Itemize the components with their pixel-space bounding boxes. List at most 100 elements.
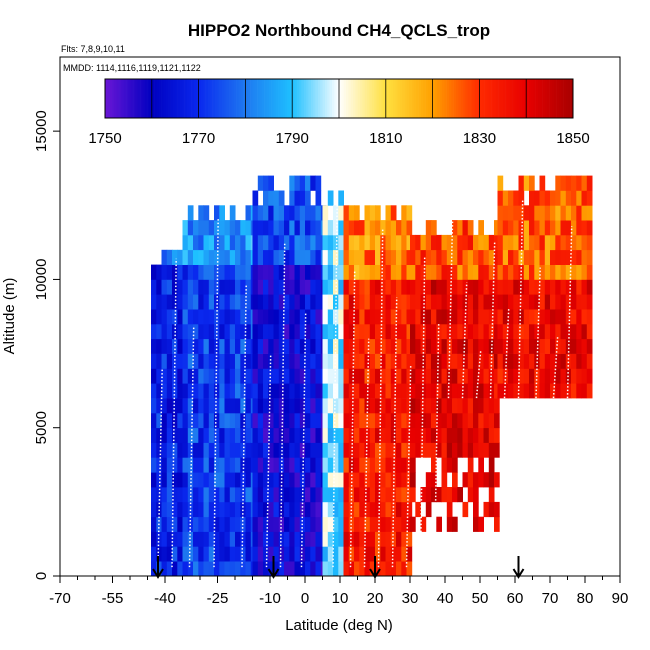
heatmap-cell [544, 234, 551, 251]
heatmap-cell [219, 546, 225, 562]
heatmap-cell [289, 220, 295, 236]
heatmap-cell [494, 279, 500, 295]
heatmap-cell [219, 249, 225, 265]
heatmap-cell [452, 516, 458, 532]
heatmap-cell [380, 220, 386, 236]
heatmap-cell [467, 279, 474, 295]
heatmap-cell [406, 234, 413, 251]
heatmap-cell [343, 383, 350, 399]
heatmap-cell [420, 368, 427, 384]
heatmap-cell [431, 383, 437, 399]
heatmap-cell [203, 561, 210, 577]
heatmap-cell [177, 501, 183, 518]
heatmap-cell [289, 353, 295, 369]
heatmap-cell [369, 220, 376, 236]
heatmap-cells [151, 175, 593, 577]
heatmap-cell [581, 234, 588, 251]
heatmap-cell [396, 249, 402, 265]
heatmap-cell [452, 264, 458, 280]
heatmap-cell [396, 398, 402, 414]
heatmap-cell [333, 412, 339, 429]
heatmap-cell [161, 368, 168, 384]
heatmap-cell [322, 220, 329, 236]
heatmap-cell [380, 531, 386, 547]
heatmap-cell [177, 472, 183, 488]
heatmap-cell [315, 546, 322, 562]
heatmap-cell [252, 487, 259, 503]
heatmap-cell [322, 323, 329, 340]
heatmap-cell [483, 338, 490, 354]
heatmap-cell [198, 205, 204, 221]
heatmap-cell [310, 442, 316, 458]
heatmap-cell [214, 353, 220, 369]
colorbar-segment [420, 79, 424, 118]
heatmap-cell [294, 516, 301, 532]
heatmap-cell [278, 487, 285, 503]
heatmap-cell [488, 234, 495, 251]
heatmap-cell [294, 205, 301, 221]
heatmap-cell [252, 190, 259, 206]
heatmap-cell [315, 264, 322, 280]
heatmap-cell [229, 501, 236, 518]
heatmap-cell [544, 220, 551, 236]
heatmap-cell [299, 323, 306, 340]
heatmap-cell [289, 309, 295, 325]
heatmap-cell [497, 220, 504, 236]
heatmap-cell [390, 383, 397, 399]
heatmap-cell [284, 249, 290, 265]
heatmap-cell [396, 264, 402, 280]
heatmap-cell [494, 442, 500, 458]
heatmap-cell [385, 501, 392, 518]
heatmap-cell [338, 531, 344, 547]
heatmap-cell [343, 249, 350, 265]
heatmap-cell [198, 338, 204, 354]
colorbar-segment [243, 79, 246, 118]
heatmap-cell [284, 279, 290, 295]
heatmap-cell [289, 546, 295, 562]
heatmap-cell [310, 368, 316, 384]
heatmap-cell [478, 294, 484, 310]
heatmap-cell [151, 309, 157, 325]
heatmap-cell [497, 338, 504, 354]
heatmap-cell [268, 234, 274, 251]
heatmap-cell [203, 516, 210, 532]
heatmap-cell [203, 368, 210, 384]
colorbar-segment [137, 79, 141, 118]
heatmap-cell [425, 383, 432, 399]
heatmap-cell [182, 234, 189, 251]
heatmap-cell [406, 309, 413, 325]
heatmap-cell [396, 368, 402, 384]
heatmap-cell [385, 205, 392, 221]
colorbar-segment [434, 79, 438, 118]
heatmap-cell [390, 205, 397, 221]
heatmap-cell [235, 264, 241, 280]
heatmap-cell [513, 264, 519, 280]
heatmap-cell [310, 501, 316, 518]
heatmap-cell [235, 279, 241, 295]
heatmap-cell [550, 353, 556, 369]
colorbar-segment [126, 79, 129, 118]
heatmap-cell [406, 249, 413, 265]
heatmap-cell [565, 249, 572, 265]
heatmap-cell [268, 294, 274, 310]
colorbar-segment [322, 79, 326, 118]
heatmap-cell [431, 279, 437, 295]
colorbar-segment [226, 79, 230, 118]
heatmap-cell [565, 294, 572, 310]
heatmap-cell [462, 279, 469, 295]
heatmap-cell [375, 412, 381, 429]
heatmap-cell [483, 249, 490, 265]
heatmap-cell [327, 294, 334, 310]
heatmap-cell [229, 353, 236, 369]
heatmap-cell [396, 561, 402, 577]
heatmap-cell [502, 234, 509, 251]
heatmap-cell [315, 323, 322, 340]
heatmap-cell [252, 220, 259, 236]
heatmap-cell [219, 412, 225, 429]
heatmap-cell [182, 294, 189, 310]
heatmap-cell [415, 383, 421, 399]
heatmap-cell [284, 457, 290, 473]
heatmap-cell [494, 368, 500, 384]
heatmap-cell [390, 323, 397, 340]
